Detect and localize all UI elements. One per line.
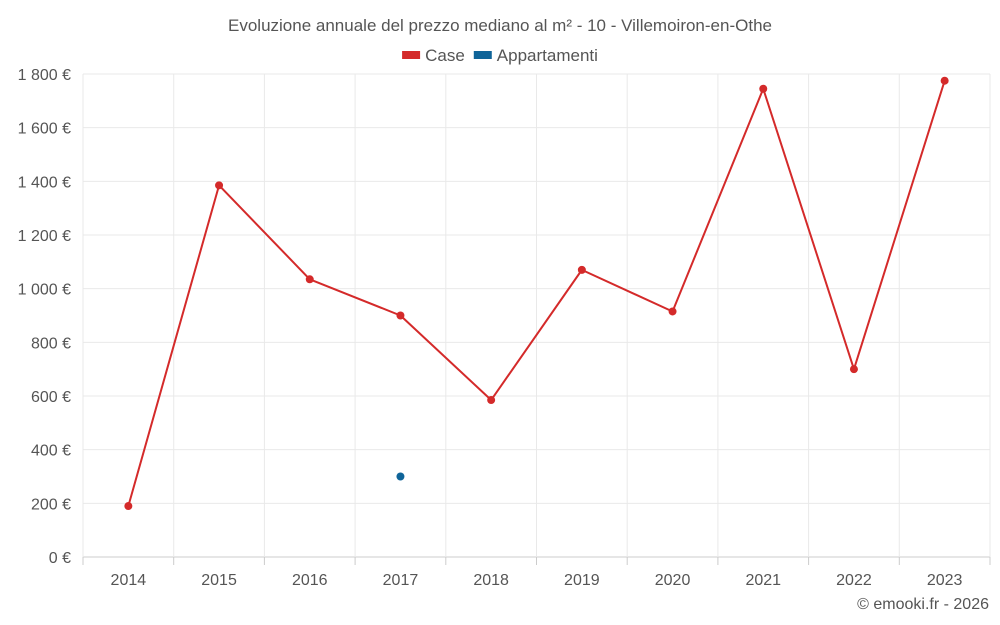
- x-tick-label: 2022: [836, 572, 872, 589]
- legend-item-appartamenti[interactable]: Appartamenti: [473, 46, 598, 65]
- legend-swatch: [473, 51, 492, 59]
- x-tick-label: 2015: [201, 572, 237, 589]
- y-tick-label: 800 €: [31, 335, 71, 352]
- data-point-case[interactable]: [849, 365, 858, 374]
- legend-item-case[interactable]: Case: [402, 46, 465, 65]
- legend: Case Appartamenti: [402, 46, 598, 65]
- y-tick-label: 1 800 €: [18, 67, 71, 84]
- y-tick-label: 1 000 €: [18, 282, 71, 299]
- y-axis: 0 € 200 € 400 € 600 € 800 € 1 000 € 1 200 € 1 4…: [18, 67, 71, 567]
- x-tick-label: 2017: [383, 572, 419, 589]
- x-tick-label: 2020: [655, 572, 691, 589]
- data-point-case[interactable]: [940, 76, 949, 85]
- x-tick-label: 2019: [564, 572, 600, 589]
- x-tick-label: 2018: [473, 572, 509, 589]
- data-point-case[interactable]: [759, 84, 768, 93]
- x-tick-label: 2023: [927, 572, 963, 589]
- chart-title: Evoluzione annuale del prezzo mediano al…: [228, 16, 772, 35]
- series-case: [124, 76, 949, 511]
- series: [124, 76, 949, 511]
- x-tick-label: 2016: [292, 572, 328, 589]
- legend-label: Case: [425, 46, 465, 65]
- data-point-case[interactable]: [668, 307, 677, 316]
- y-tick-label: 200 €: [31, 496, 71, 513]
- y-tick-label: 1 200 €: [18, 228, 71, 245]
- credit-text: © emooki.fr - 2026: [857, 596, 989, 613]
- series-line-case: [127, 80, 946, 507]
- data-point-case[interactable]: [396, 311, 405, 320]
- y-tick-label: 1 600 €: [18, 121, 71, 138]
- data-point-case[interactable]: [124, 502, 133, 511]
- data-point-case[interactable]: [577, 265, 586, 274]
- x-axis: 2014 2015 2016 2017 2018 2019 2020 2021 2022 2023: [82, 557, 991, 589]
- data-point-case[interactable]: [487, 396, 496, 405]
- x-tick-label: 2021: [745, 572, 781, 589]
- x-tick-label: 2014: [111, 572, 147, 589]
- y-tick-label: 1 400 €: [18, 174, 71, 191]
- y-tick-label: 0 €: [49, 550, 71, 567]
- data-point-case[interactable]: [305, 275, 314, 284]
- y-tick-label: 600 €: [31, 389, 71, 406]
- legend-label: Appartamenti: [497, 46, 598, 65]
- y-tick-label: 400 €: [31, 443, 71, 460]
- grid: [82, 73, 991, 558]
- series-appartamenti: [396, 472, 405, 481]
- legend-swatch: [402, 51, 421, 59]
- data-point-appartamenti[interactable]: [396, 472, 405, 481]
- data-point-case[interactable]: [215, 181, 224, 190]
